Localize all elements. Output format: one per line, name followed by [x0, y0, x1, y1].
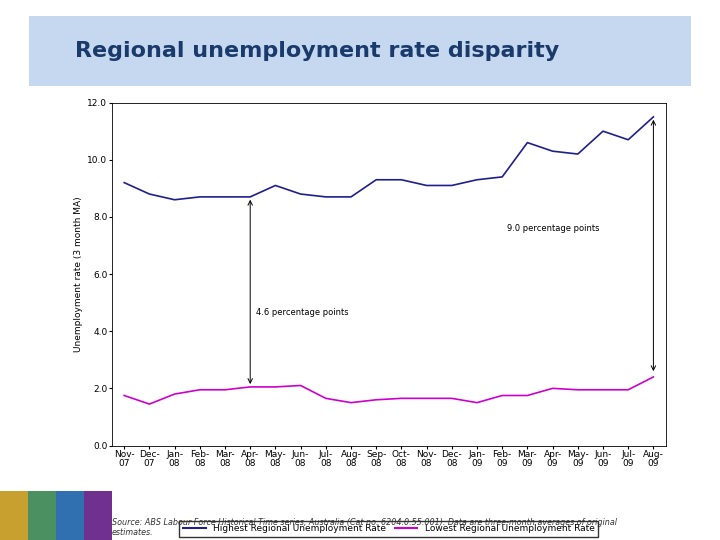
Legend: Highest Regional Unemployment Rate, Lowest Regional Unemployment Rate: Highest Regional Unemployment Rate, Lowe…: [179, 521, 598, 537]
Text: Source: ABS Labour Force Historical Time series, Australia (Cat no. 6204.0.55.00: Source: ABS Labour Force Historical Time…: [112, 518, 616, 537]
FancyBboxPatch shape: [0, 11, 720, 92]
Bar: [28, 491, 56, 540]
Bar: [56, 491, 84, 540]
Text: Regional unemployment rate disparity: Regional unemployment rate disparity: [75, 41, 559, 62]
Bar: [0, 491, 28, 540]
Text: 4.6 percentage points: 4.6 percentage points: [256, 308, 349, 317]
Bar: [84, 491, 112, 540]
Y-axis label: Unemployment rate (3 month MA): Unemployment rate (3 month MA): [74, 196, 83, 352]
Text: 9.0 percentage points: 9.0 percentage points: [507, 224, 600, 233]
